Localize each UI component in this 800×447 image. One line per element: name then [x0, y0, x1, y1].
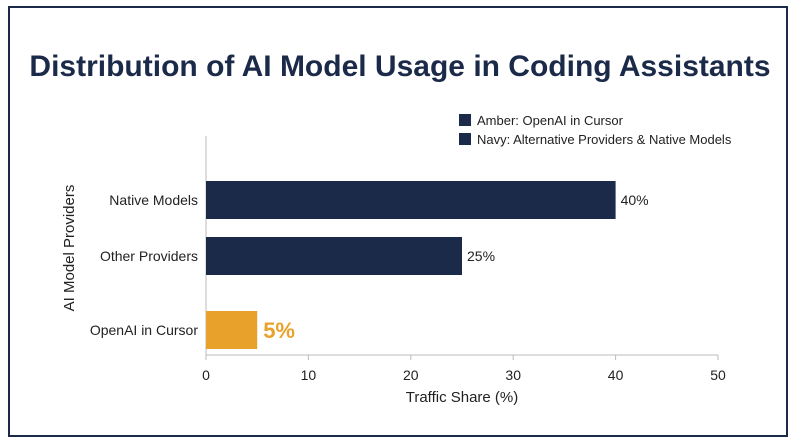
y-axis-label: AI Model Providers [61, 185, 78, 312]
legend-label: Amber: OpenAI in Cursor [477, 113, 624, 128]
value-labels: 40% 25% 5% [263, 192, 648, 343]
x-axis-label: Traffic Share (%) [406, 389, 519, 406]
value-label: 5% [263, 318, 295, 343]
chart-title: Distribution of AI Model Usage in Coding… [29, 50, 770, 83]
y-ticks: Native Models Other Providers OpenAI in Cu… [90, 192, 198, 338]
bar-native-models [206, 181, 616, 219]
chart-frame [8, 6, 788, 437]
bar-openai-in-cursor [206, 311, 258, 349]
x-tick-label: 0 [202, 367, 210, 383]
x-tick-label: 30 [505, 367, 521, 383]
legend-label: Navy: Alternative Providers & Native Mod… [477, 132, 732, 147]
x-tick-label: 10 [301, 367, 317, 383]
value-label: 40% [621, 192, 649, 208]
y-tick-label: Other Providers [100, 248, 198, 264]
y-tick-label: OpenAI in Cursor [90, 322, 198, 338]
x-tick-label: 40 [608, 367, 624, 383]
x-tick-label: 20 [403, 367, 419, 383]
x-tick-label: 50 [710, 367, 726, 383]
x-ticks: 0 10 20 30 40 50 [202, 355, 726, 383]
legend: Amber: OpenAI in Cursor Navy: Alternative… [459, 113, 732, 147]
legend-swatch [459, 133, 471, 145]
bars [206, 181, 616, 349]
value-label: 25% [467, 248, 495, 264]
y-tick-label: Native Models [109, 192, 198, 208]
legend-swatch [459, 114, 471, 126]
bar-other-providers [206, 237, 462, 275]
